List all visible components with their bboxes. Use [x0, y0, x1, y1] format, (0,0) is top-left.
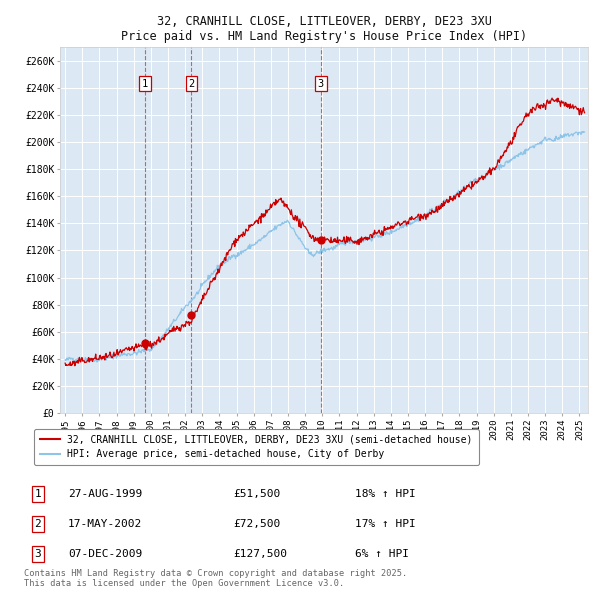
Text: 17-MAY-2002: 17-MAY-2002: [68, 519, 142, 529]
Title: 32, CRANHILL CLOSE, LITTLEOVER, DERBY, DE23 3XU
Price paid vs. HM Land Registry': 32, CRANHILL CLOSE, LITTLEOVER, DERBY, D…: [121, 15, 527, 43]
Text: Contains HM Land Registry data © Crown copyright and database right 2025.
This d: Contains HM Land Registry data © Crown c…: [24, 569, 407, 588]
Text: £127,500: £127,500: [234, 549, 288, 559]
Text: £72,500: £72,500: [234, 519, 281, 529]
Text: 07-DEC-2009: 07-DEC-2009: [68, 549, 142, 559]
Text: £51,500: £51,500: [234, 489, 281, 499]
Legend: 32, CRANHILL CLOSE, LITTLEOVER, DERBY, DE23 3XU (semi-detached house), HPI: Aver: 32, CRANHILL CLOSE, LITTLEOVER, DERBY, D…: [34, 429, 479, 465]
Text: 2: 2: [188, 79, 194, 88]
Text: 2: 2: [34, 519, 41, 529]
Text: 18% ↑ HPI: 18% ↑ HPI: [355, 489, 416, 499]
Text: 1: 1: [34, 489, 41, 499]
Text: 27-AUG-1999: 27-AUG-1999: [68, 489, 142, 499]
Text: 3: 3: [34, 549, 41, 559]
Text: 6% ↑ HPI: 6% ↑ HPI: [355, 549, 409, 559]
Text: 17% ↑ HPI: 17% ↑ HPI: [355, 519, 416, 529]
Text: 3: 3: [318, 79, 324, 88]
Text: 1: 1: [142, 79, 148, 88]
